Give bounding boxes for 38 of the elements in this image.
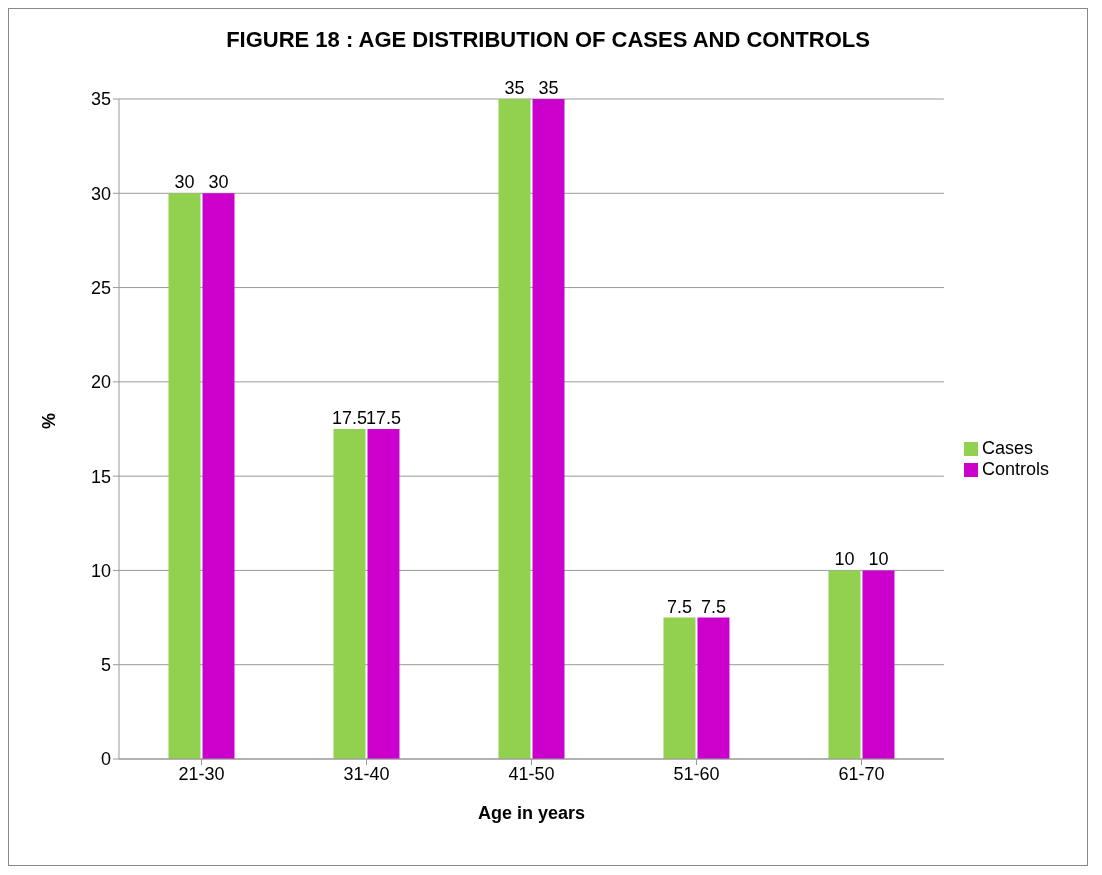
bar xyxy=(663,617,696,759)
x-tick-label: 61-70 xyxy=(838,763,885,784)
data-label: 7.5 xyxy=(666,596,692,617)
data-label: 10 xyxy=(834,549,855,570)
bar xyxy=(367,429,400,759)
legend-label: Cases xyxy=(981,438,1033,458)
y-tick-label: 20 xyxy=(90,372,111,393)
x-tick-label: 51-60 xyxy=(673,763,720,784)
y-tick-label: 35 xyxy=(90,89,111,110)
data-label: 35 xyxy=(538,78,559,98)
bar xyxy=(168,193,201,759)
x-tick-label: 21-30 xyxy=(178,763,225,784)
x-tick-label: 31-40 xyxy=(343,763,390,784)
x-axis-title: Age in years xyxy=(477,803,586,823)
bar xyxy=(862,570,895,759)
data-label: 7.5 xyxy=(700,596,726,617)
legend-label: Controls xyxy=(981,459,1049,479)
y-axis-title: % xyxy=(39,412,60,429)
bar xyxy=(202,193,235,759)
data-label: 35 xyxy=(504,78,525,98)
x-tick-label: 41-50 xyxy=(508,763,555,784)
data-label: 30 xyxy=(174,172,195,193)
bar xyxy=(697,617,730,759)
y-tick-label: 25 xyxy=(90,277,111,298)
chart-title: FIGURE 18 : AGE DISTRIBUTION OF CASES AND CONTROLS xyxy=(225,26,871,54)
bar xyxy=(532,99,565,759)
data-label: 10 xyxy=(868,549,889,570)
y-tick-label: 30 xyxy=(90,183,111,204)
y-tick-label: 15 xyxy=(90,466,111,487)
data-label: 17.5 xyxy=(331,408,368,428)
bar xyxy=(498,99,531,759)
y-tick-label: 5 xyxy=(100,655,111,676)
data-label: 17.5 xyxy=(365,408,402,428)
data-label: 30 xyxy=(208,172,229,193)
y-tick-label: 0 xyxy=(100,749,111,770)
y-tick-label: 10 xyxy=(90,560,111,581)
bar xyxy=(333,429,366,759)
bar xyxy=(828,570,861,759)
